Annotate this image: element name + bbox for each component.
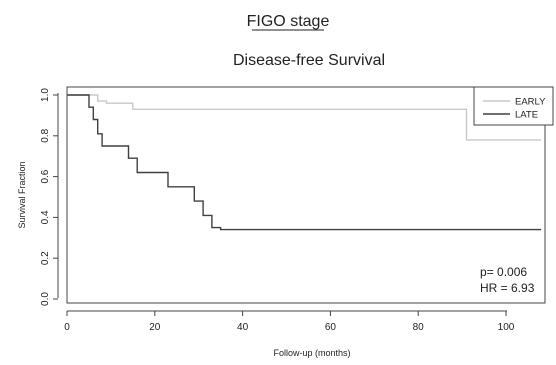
x-tick-label: 60	[325, 322, 337, 333]
figure-heading: FIGO stage	[247, 13, 330, 30]
legend: EARLY LATE	[473, 86, 554, 126]
y-tick-label: 0.0	[40, 292, 51, 306]
legend-label-late: LATE	[515, 110, 538, 121]
legend-box	[473, 86, 554, 126]
y-tick-label: 1.0	[40, 88, 51, 102]
x-tick-label: 40	[237, 322, 249, 333]
x-tick-label: 100	[498, 322, 515, 333]
y-tick-label: 0.8	[40, 128, 51, 142]
legend-label-early: EARLY	[515, 97, 546, 108]
x-tick-label: 0	[64, 322, 70, 333]
y-tick-label: 0.6	[40, 169, 51, 183]
x-axis: 0 20 40 60 80 100 Follow-up (months)	[64, 310, 515, 358]
plot-frame	[66, 86, 546, 304]
series-layer	[67, 94, 542, 231]
chart-title: Disease-free Survival	[233, 52, 385, 69]
p-value-text: p= 0.006	[480, 265, 527, 279]
hazard-ratio-text: HR = 6.93	[480, 281, 535, 295]
series-line-late	[67, 94, 542, 231]
x-axis-label: Follow-up (months)	[273, 348, 350, 358]
x-tick-label: 80	[413, 322, 425, 333]
y-tick-label: 0.4	[40, 210, 51, 224]
y-tick-label: 0.2	[40, 251, 51, 265]
series-line-early	[67, 94, 542, 141]
y-axis-label: Survival Fraction	[17, 161, 27, 228]
x-ticks: 0 20 40 60 80 100	[64, 311, 515, 333]
x-tick-label: 20	[149, 322, 161, 333]
y-axis: 0.0 0.2 0.4 0.6 0.8 1.0 Survival Fraction	[17, 88, 59, 306]
y-ticks: 0.0 0.2 0.4 0.6 0.8 1.0	[40, 88, 58, 306]
